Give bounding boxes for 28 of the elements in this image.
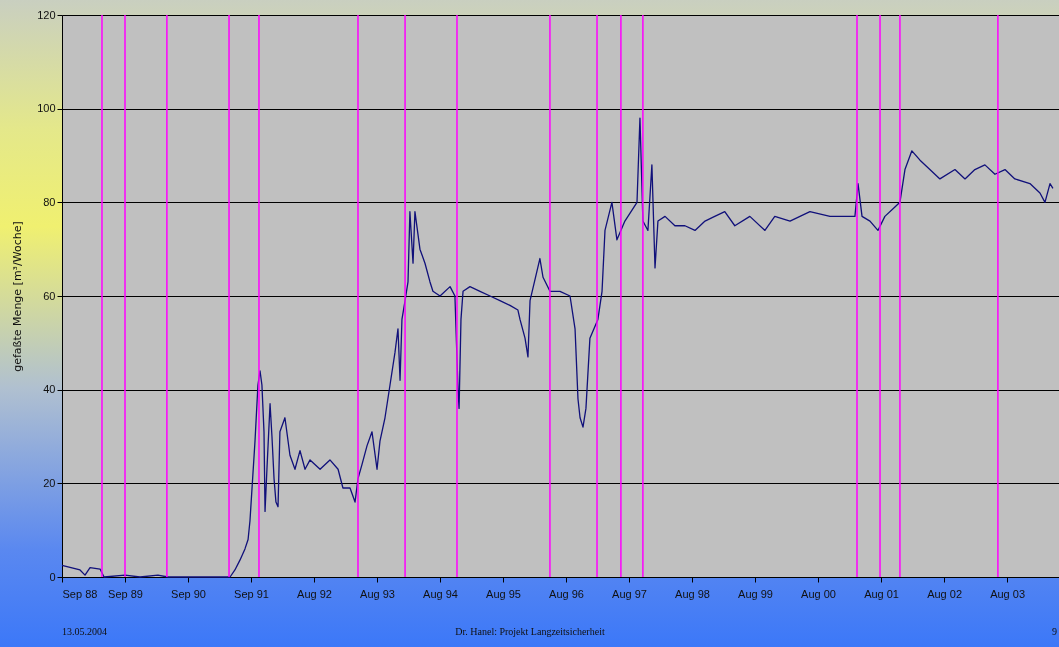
y-tick-label: 40 xyxy=(43,383,56,396)
x-tick-label: Aug 01 xyxy=(864,587,899,600)
x-tick-label: Aug 93 xyxy=(360,587,395,600)
x-tick-label: Aug 92 xyxy=(297,587,332,600)
y-tick-label: 60 xyxy=(43,289,56,302)
x-tick-label: Sep 90 xyxy=(171,587,206,600)
y-axis-title: gefaßte Menge [m³/Woche] xyxy=(11,221,25,372)
text: 13.05.2004 xyxy=(62,626,107,637)
x-tick-label: Aug 94 xyxy=(423,587,458,600)
x-tick-label: Aug 99 xyxy=(738,587,773,600)
x-tick-label: Aug 00 xyxy=(801,587,836,600)
x-tick-label: Aug 95 xyxy=(486,587,521,600)
y-tick-label: 120 xyxy=(37,8,56,21)
x-tick-label: Aug 96 xyxy=(549,587,584,600)
y-tick-label: 80 xyxy=(43,195,56,208)
x-tick-label: Aug 98 xyxy=(675,587,710,600)
y-tick-label: 0 xyxy=(49,570,56,583)
text: Dr. Hanel: Projekt Langzeitsicherheit xyxy=(455,626,605,637)
x-tick-label: Aug 03 xyxy=(990,587,1026,600)
text: 9 xyxy=(1052,626,1057,637)
x-tick-label: Sep 88 xyxy=(62,587,98,600)
x-tick-label: Sep 91 xyxy=(234,587,269,600)
y-tick-label: 100 xyxy=(37,102,56,115)
line-series xyxy=(61,117,1054,578)
x-tick-label: Aug 97 xyxy=(612,587,647,600)
x-tick-label: Aug 02 xyxy=(927,587,963,600)
y-tick-label: 20 xyxy=(43,476,56,489)
x-tick-label: Sep 89 xyxy=(108,587,143,600)
